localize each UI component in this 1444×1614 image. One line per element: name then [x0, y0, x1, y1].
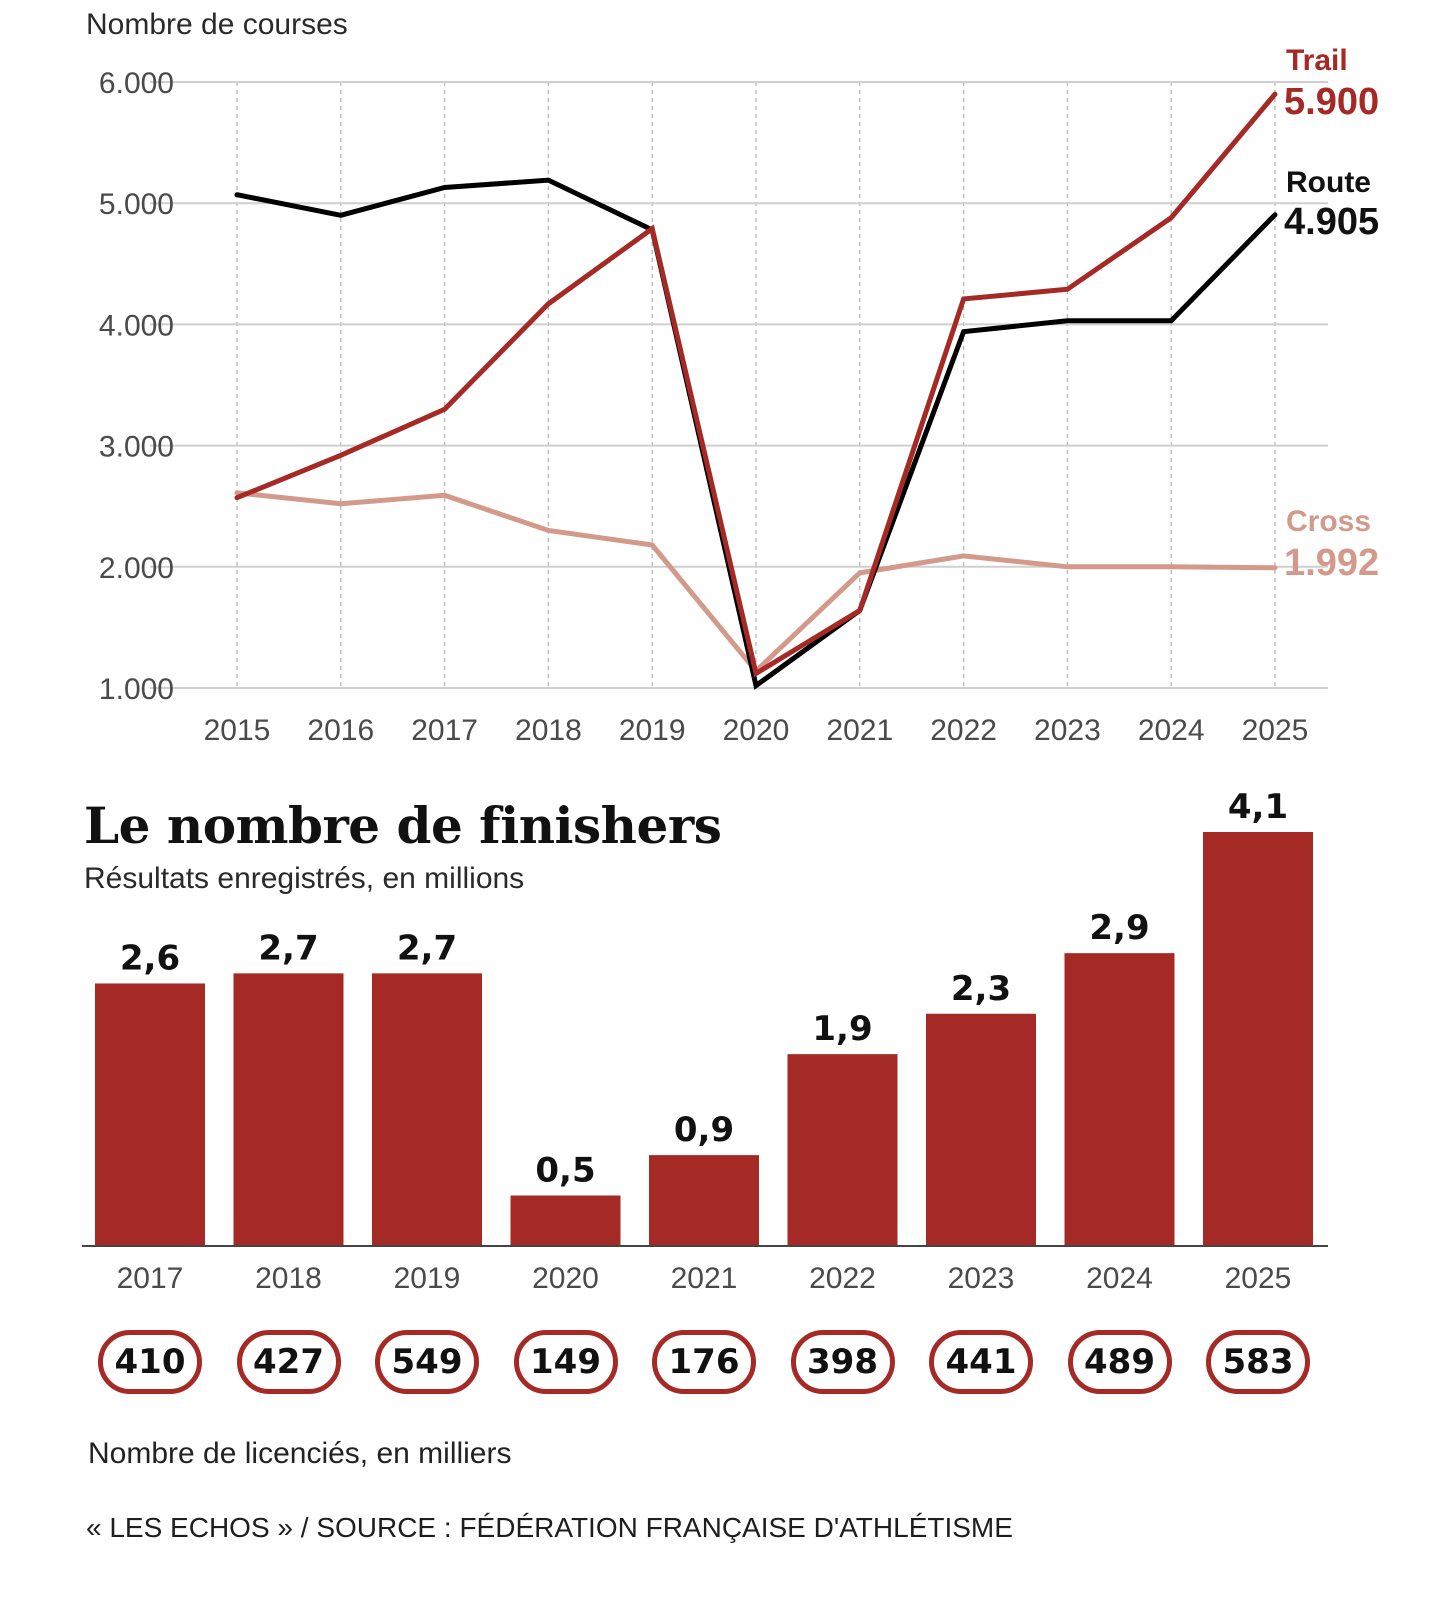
bar-x-tick-label: 2024 — [1086, 1262, 1153, 1295]
line-series-trail — [234, 91, 1278, 678]
line-chart-x-tick-label: 2021 — [826, 714, 893, 747]
bar-2024 — [1064, 953, 1175, 1246]
series-label-cross: Cross — [1286, 505, 1371, 538]
bar-chart-subtitle: Résultats enregistrés, en millions — [84, 862, 525, 895]
line-chart-y-tick-label: 4.000 — [99, 309, 174, 342]
licencies-pill: 549 — [375, 1330, 479, 1394]
bar-value-label: 0,5 — [535, 1151, 595, 1191]
bar-x-tick-label: 2022 — [809, 1262, 876, 1295]
series-label-route: Route — [1286, 166, 1371, 199]
line-chart-x-tick-label: 2019 — [619, 714, 686, 747]
licencies-pill: 583 — [1206, 1330, 1310, 1394]
bar-2019 — [372, 973, 482, 1246]
bar-2023 — [926, 1013, 1036, 1246]
bar-value-label: 2,7 — [397, 928, 457, 968]
bar-2020 — [510, 1195, 621, 1246]
line-chart-x-tick-label: 2015 — [204, 714, 271, 747]
line-chart-y-tick-label: 1.000 — [99, 673, 174, 706]
bar-2017 — [95, 983, 205, 1246]
line-chart-x-tick-label: 2022 — [930, 714, 997, 747]
licencies-pill: 149 — [513, 1330, 618, 1394]
licencies-pill: 410 — [98, 1330, 202, 1394]
line-chart-x-ticks: 2015 2016 2017 2018 2019 2020 2021 2022 2023 2024… — [204, 714, 1309, 747]
series-end-value-route: 4.905 — [1284, 201, 1379, 243]
licencies-label: Nombre de licenciés, en milliers — [88, 1437, 512, 1470]
bar-x-tick-label: 2017 — [117, 1262, 184, 1295]
bar-2025 — [1203, 832, 1313, 1246]
line-chart-x-tick-label: 2017 — [411, 714, 478, 747]
line-chart-y-ticks: 1.000 2.000 3.000 4.000 5.000 6.000 — [99, 67, 174, 706]
line-chart-y-tick-label: 5.000 — [99, 188, 174, 221]
licencies-pill: 398 — [790, 1330, 895, 1394]
licencies-pill: 441 — [929, 1330, 1033, 1394]
bar-2022 — [787, 1054, 898, 1246]
line-chart-x-tick-label: 2016 — [307, 714, 374, 747]
bar-value-label: 1,9 — [812, 1009, 872, 1049]
licencies-pill: 489 — [1067, 1330, 1172, 1394]
bar-x-tick-label: 2021 — [671, 1262, 738, 1295]
bar-x-tick-label: 2020 — [532, 1262, 599, 1295]
series-label-trail: Trail — [1286, 44, 1348, 77]
line-chart-x-tick-label: 2023 — [1034, 714, 1101, 747]
bar-chart-x-ticks: 2017 2018 2019 2020 2021 2022 2023 2024 2025 — [117, 1262, 1292, 1295]
bar-value-label: 2,9 — [1089, 908, 1149, 948]
bar-2021 — [649, 1155, 759, 1246]
bar-chart-title: Le nombre de finishers — [84, 796, 722, 855]
bar-value-label: 2,3 — [951, 969, 1011, 1009]
line-chart-y-tick-label: 6.000 — [99, 67, 174, 100]
bar-2018 — [233, 973, 344, 1246]
line-chart-y-tick-label: 2.000 — [99, 552, 174, 585]
line-chart-x-tick-label: 2020 — [723, 714, 790, 747]
bar-x-tick-label: 2023 — [948, 1262, 1015, 1295]
line-series-route — [234, 177, 1278, 690]
source-credit: « LES ECHOS » / SOURCE : FÉDÉRATION FRAN… — [86, 1512, 1013, 1543]
licencies-pill: 427 — [236, 1330, 341, 1394]
line-chart-y-axis-title: Nombre de courses — [86, 8, 348, 41]
bar-x-tick-label: 2019 — [394, 1262, 461, 1295]
line-chart-y-tick-label: 3.000 — [99, 431, 174, 464]
bar-chart: 2,6 2,7 2,7 0,5 0,9 1,9 2,3 2,9 4,1 2017 2018 2019… — [82, 787, 1328, 1295]
line-chart-x-tick-label: 2018 — [515, 714, 582, 747]
bar-value-label: 2,6 — [120, 938, 180, 978]
licencies-pill: 176 — [652, 1330, 756, 1394]
series-end-value-cross: 1.992 — [1284, 542, 1379, 584]
line-chart-x-tick-label: 2025 — [1242, 714, 1309, 747]
bar-value-label: 0,9 — [674, 1110, 734, 1150]
bar-value-label: 2,7 — [258, 928, 318, 968]
bar-x-tick-label: 2025 — [1225, 1262, 1292, 1295]
bar-chart-bars — [82, 832, 1328, 1247]
bar-x-tick-label: 2018 — [255, 1262, 322, 1295]
bar-chart-value-labels: 2,6 2,7 2,7 0,5 0,9 1,9 2,3 2,9 4,1 — [120, 787, 1288, 1191]
bar-value-label: 4,1 — [1228, 787, 1288, 827]
line-chart-x-tick-label: 2024 — [1138, 714, 1205, 747]
series-end-value-trail: 5.900 — [1284, 81, 1379, 123]
line-chart-series — [234, 91, 1278, 690]
